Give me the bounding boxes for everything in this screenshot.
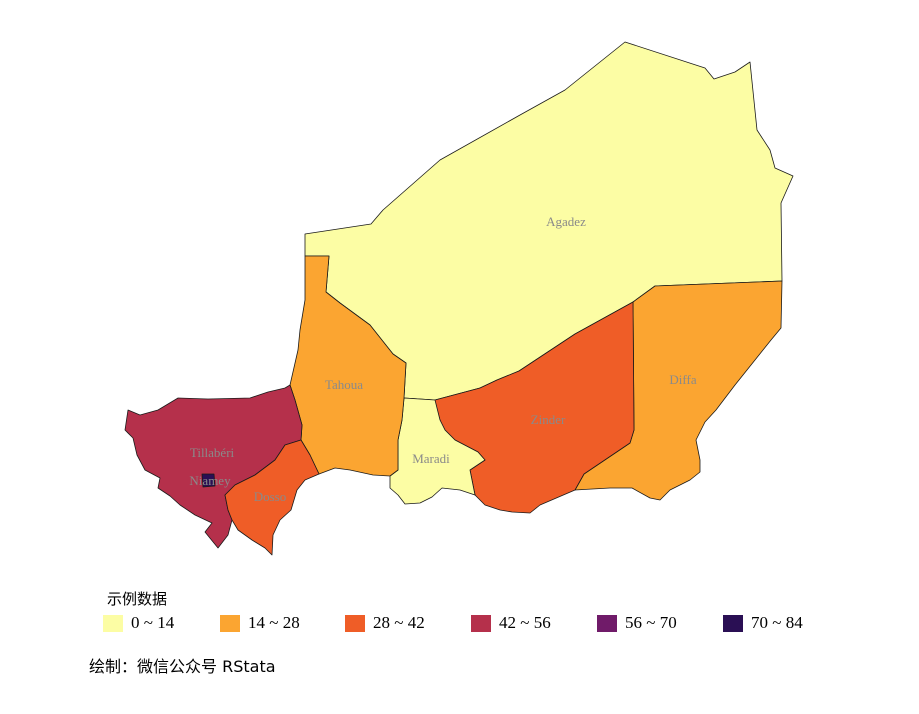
legend-item: 0 ~ 14 (103, 613, 174, 633)
legend-swatch (103, 614, 123, 632)
label-tillaberi: Tillabéri (190, 445, 235, 460)
legend-item: 70 ~ 84 (723, 613, 803, 633)
legend-label: 56 ~ 70 (625, 613, 677, 632)
region-niamey (201, 473, 216, 488)
label-diffa: Diffa (669, 372, 696, 387)
legend-label: 28 ~ 42 (373, 613, 425, 632)
legend-item: 42 ~ 56 (471, 613, 551, 633)
label-tahoua: Tahoua (325, 377, 363, 392)
legend-label: 0 ~ 14 (131, 613, 175, 632)
label-agadez: Agadez (546, 214, 586, 229)
legend-label: 14 ~ 28 (248, 613, 300, 632)
legend-item: 56 ~ 70 (597, 613, 677, 633)
label-niamey: Niamey (189, 473, 231, 488)
legend-label: 42 ~ 56 (499, 613, 551, 632)
legend-swatch (723, 614, 743, 632)
legend-title: 示例数据 (107, 590, 168, 608)
legend-swatch (220, 614, 240, 632)
legend-swatch (345, 614, 365, 632)
label-maradi: Maradi (412, 451, 450, 466)
legend-item: 14 ~ 28 (220, 613, 300, 633)
region-dosso (224, 439, 320, 556)
label-zinder: Zinder (531, 412, 566, 427)
legend-swatch (471, 614, 491, 632)
legend: 示例数据 0 ~ 14 14 ~ 28 28 ~ 42 42 ~ 56 56 ~… (103, 588, 823, 637)
legend-items: 0 ~ 14 14 ~ 28 28 ~ 42 42 ~ 56 56 ~ 70 7… (103, 613, 823, 637)
legend-item: 28 ~ 42 (345, 613, 425, 633)
caption: 绘制：微信公众号 RStata (89, 657, 276, 676)
legend-swatch (597, 614, 617, 632)
legend-label: 70 ~ 84 (751, 613, 803, 632)
label-dosso: Dosso (254, 489, 287, 504)
